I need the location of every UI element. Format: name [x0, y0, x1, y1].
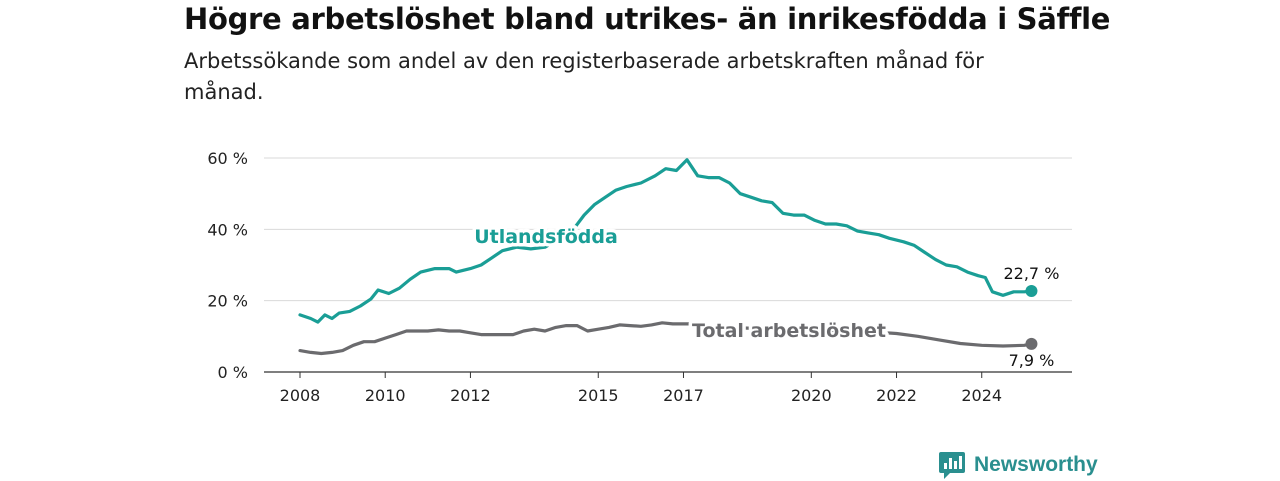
- x-tick-label: 2022: [876, 386, 917, 405]
- series-line-utlandsfodda: [298, 158, 1033, 324]
- y-axis: 0 % 20 % 40 % 60 %: [207, 149, 248, 382]
- y-tick-label: 40 %: [207, 220, 248, 239]
- x-tick-label: 2020: [791, 386, 832, 405]
- x-tick-label: 2015: [578, 386, 619, 405]
- grid: [264, 157, 1072, 373]
- series-labels: 22,7 % Utlandsfödda 7,9 % Total arbetslöshe…: [471, 223, 1060, 370]
- y-tick-label: 20 %: [207, 292, 248, 311]
- x-tick-label: 2008: [280, 386, 321, 405]
- series-label-utlandsfodda: Utlandsfödda: [474, 226, 618, 248]
- end-value-label-utlandsfodda: 22,7 %: [1003, 264, 1059, 283]
- x-axis: 2008 2010 2012 2015 2017 2020 2022 2024: [280, 372, 1002, 405]
- newsworthy-logo-icon: [939, 452, 965, 479]
- x-tick-label: 2017: [663, 386, 704, 405]
- chart-title: Högre arbetslöshet bland utrikes- än inr…: [184, 2, 1111, 36]
- brand-name: Newsworthy: [974, 453, 1098, 476]
- series: [298, 158, 1038, 356]
- chart-subtitle: Arbetssökande som andel av den registerb…: [184, 49, 984, 104]
- y-tick-label: 0 %: [218, 363, 248, 382]
- x-tick-label: 2010: [365, 386, 406, 405]
- brand-logo: Newsworthy: [938, 449, 1098, 481]
- end-point-utlandsfodda: [1025, 285, 1038, 298]
- x-tick-label: 2024: [961, 386, 1002, 405]
- series-label-total-arbetsloshet: Total arbetslöshet: [692, 320, 886, 342]
- series-line-total-arbetsloshet: [298, 321, 1033, 356]
- y-tick-label: 60 %: [207, 149, 248, 168]
- x-tick-label: 2012: [450, 386, 491, 405]
- end-value-label-total-arbetsloshet: 7,9 %: [1009, 351, 1055, 370]
- end-point-total-arbetsloshet: [1025, 337, 1038, 350]
